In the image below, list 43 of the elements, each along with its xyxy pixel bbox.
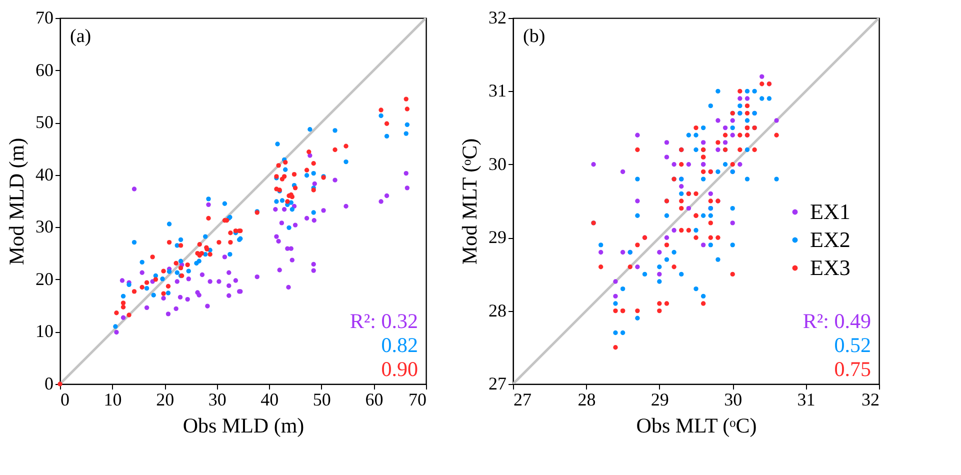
annotation: R²: 0.32: [350, 309, 418, 333]
y-tick-label: 20: [36, 268, 54, 289]
y-tick-label: 32: [488, 8, 506, 28]
x-tick-label: 20: [156, 390, 174, 410]
y-axis-title: Mod MLD (m): [4, 138, 28, 266]
x-tick-label: 50: [312, 390, 331, 410]
x-tick-label: 0: [60, 390, 70, 410]
y-tick-label: 29: [488, 227, 506, 248]
y-tick-label: 31: [488, 80, 506, 101]
x-tick-label: 32: [862, 390, 880, 410]
x-axis-title: Obs MLD (m): [182, 414, 304, 438]
y-tick-label: 10: [36, 321, 54, 342]
annotation: 0.82: [381, 333, 418, 357]
y-tick-label: 30: [488, 154, 506, 174]
legend-label: EX1: [810, 199, 850, 224]
x-axis-title: Obs MLT (ᵒC): [636, 414, 757, 438]
annotation: 0.90: [381, 357, 418, 381]
x-tick-label: 40: [260, 390, 279, 410]
x-tick-label: 29: [650, 390, 669, 410]
y-tick-label: 28: [488, 300, 506, 320]
y-tick-label: 70: [36, 8, 54, 28]
y-tick-label: 50: [36, 112, 54, 132]
annotation: R²: 0.49: [802, 309, 871, 333]
annotation: 0.52: [834, 333, 871, 357]
y-tick-label: 40: [36, 164, 54, 184]
x-tick-label: 30: [724, 390, 742, 410]
annotation: (a): [70, 26, 92, 47]
y-tick-label: 30: [36, 216, 54, 237]
legend-label: EX3: [810, 255, 850, 280]
y-tick-label: 27: [488, 374, 506, 394]
x-tick-label: 60: [365, 390, 384, 410]
y-axis-title: Mod MLT (ᵒC): [458, 138, 482, 265]
legend-label: EX2: [810, 227, 850, 252]
annotation: 0.75: [834, 357, 871, 381]
x-tick-label: 31: [797, 390, 816, 410]
x-tick-label: 30: [208, 390, 226, 410]
x-tick-label: 70: [408, 390, 426, 410]
x-tick-label: 27: [514, 390, 532, 410]
x-tick-label: 10: [104, 390, 122, 410]
x-tick-label: 28: [578, 390, 596, 410]
y-tick-label: 60: [36, 60, 54, 80]
y-tick-label: 0: [44, 374, 54, 394]
annotation: (b): [523, 26, 546, 47]
